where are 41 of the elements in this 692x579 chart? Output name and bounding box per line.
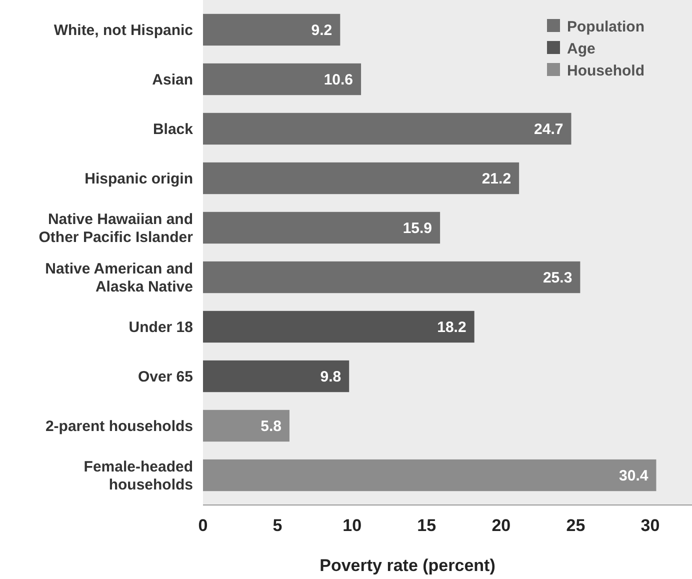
data-label: 9.2 [311,22,332,39]
bar [203,410,290,442]
data-label: 18.2 [437,319,466,336]
y-tick-label: Over 65 [138,368,193,386]
bar [203,63,362,96]
legend-label: Household [567,62,644,80]
y-tick-label: Asian [152,71,193,88]
data-label: 15.9 [402,220,432,237]
bar [203,261,580,294]
data-label: 25.3 [542,270,572,286]
bar [203,360,350,392]
data-label: 5.8 [260,418,282,436]
bar [203,212,440,244]
bar [203,310,474,343]
x-axis-title: Poverty rate (percent) [320,556,496,575]
x-tick-label: 30 [640,516,660,535]
x-tick-label: 20 [492,516,511,535]
y-tick-label: Native Hawaiian and Other Pacific Islander [38,211,194,246]
bar [203,14,340,46]
y-tick-label: Under 18 [128,319,193,336]
x-tick-label: 0 [198,516,208,535]
bar [203,112,572,145]
x-tick-label: 5 [272,516,282,535]
y-tick-label: Black [152,120,194,138]
data-label: 24.7 [534,120,564,138]
y-tick-label: Female-headed households [84,458,193,494]
legend-label: Population [567,18,644,36]
y-tick-label: Hispanic origin [84,170,193,188]
x-tick-label: 10 [342,516,362,535]
data-label: 21.2 [482,170,512,188]
data-label: 30.4 [619,468,649,485]
legend-label: Age [567,40,596,58]
y-tick-label: White, not Hispanic [54,22,193,39]
y-tick-label: Native American and Alaska Native [45,260,193,296]
y-tick-label: 2-parent households [45,418,193,436]
bar [203,162,520,194]
data-label: 10.6 [324,71,354,88]
bar [203,459,656,492]
x-tick-label: 25 [566,516,586,535]
data-label: 9.8 [320,368,342,386]
x-tick-label: 15 [417,516,436,535]
